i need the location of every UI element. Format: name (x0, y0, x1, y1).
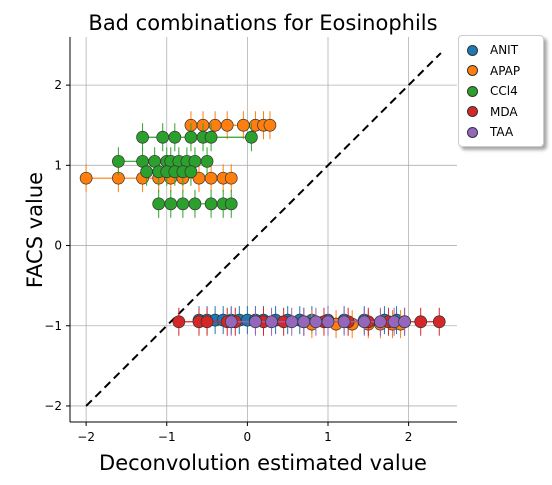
legend-label: CCl4 (490, 84, 518, 98)
point-ccl4 (164, 197, 178, 211)
point-taa (337, 315, 351, 329)
tick-labels: −2 −1 0 1 2 −2 −1 0 1 2 (44, 78, 412, 444)
x-tick-label: −1 (158, 430, 176, 444)
point-taa (374, 315, 387, 329)
point-ccl4 (245, 130, 258, 144)
point-ccl4 (204, 130, 218, 144)
y-tick-label: 0 (54, 239, 62, 253)
legend-marker (467, 126, 478, 138)
point-ccl4 (136, 130, 149, 144)
point-apap (224, 171, 238, 185)
x-tick-label: 2 (405, 430, 413, 444)
legend-marker (467, 44, 478, 56)
x-tick-label: 1 (324, 430, 332, 444)
point-ccl4 (184, 130, 198, 144)
point-ccl4 (224, 197, 238, 211)
y-tick-label: 1 (54, 158, 62, 172)
point-ccl4 (200, 154, 214, 168)
point-apap (236, 118, 250, 132)
point-mda (172, 315, 186, 329)
point-mda (414, 315, 428, 329)
point-mda (200, 315, 214, 329)
x-tick-label: −2 (77, 430, 95, 444)
legend-label: MDA (490, 104, 518, 119)
legend-label: TAA (490, 125, 514, 139)
x-axis-label: Deconvolution estimated value (99, 451, 427, 475)
legend-label: ANIT (490, 43, 519, 57)
point-taa (309, 315, 323, 329)
point-apap (263, 118, 277, 132)
point-mda (432, 315, 446, 329)
point-ccl4 (188, 197, 202, 211)
point-taa (249, 315, 262, 329)
legend-item-anit: ANIT (467, 40, 518, 60)
point-taa (265, 315, 278, 329)
y-tick-label: −1 (44, 319, 62, 333)
point-apap (79, 171, 93, 185)
point-taa (398, 315, 411, 329)
point-taa (297, 315, 311, 329)
x-tick-label: 0 (244, 430, 252, 444)
axes (66, 37, 457, 426)
legend-marker (467, 85, 478, 97)
point-taa (357, 315, 371, 329)
chart-title: Bad combinations for Eosinophils (88, 11, 437, 35)
y-tick-label: −2 (44, 399, 62, 413)
legend: ANIT APAP CCl4 MDA TAA (458, 35, 544, 147)
point-ccl4 (140, 165, 153, 179)
diagonal-line (85, 52, 442, 407)
point-ccl4 (112, 154, 125, 168)
point-ccl4 (152, 197, 166, 211)
point-ccl4 (168, 130, 182, 144)
point-taa (285, 315, 299, 329)
legend-item-taa: TAA (467, 122, 513, 142)
legend-label: APAP (490, 63, 521, 78)
point-apap (220, 118, 234, 132)
y-tick-label: 2 (54, 78, 62, 92)
point-ccl4 (176, 197, 190, 211)
legend-marker (467, 65, 478, 76)
data-points (79, 111, 446, 339)
point-taa (224, 315, 238, 329)
point-taa (321, 315, 335, 329)
y-axis-label: FACS value (23, 172, 47, 288)
point-ccl4 (184, 165, 198, 179)
legend-marker (467, 106, 478, 117)
legend-item-ccl4: CCl4 (467, 81, 518, 101)
legend-item-apap: APAP (467, 61, 520, 81)
point-ccl4 (204, 197, 218, 211)
legend-item-mda: MDA (467, 102, 518, 122)
point-ccl4 (156, 130, 170, 144)
